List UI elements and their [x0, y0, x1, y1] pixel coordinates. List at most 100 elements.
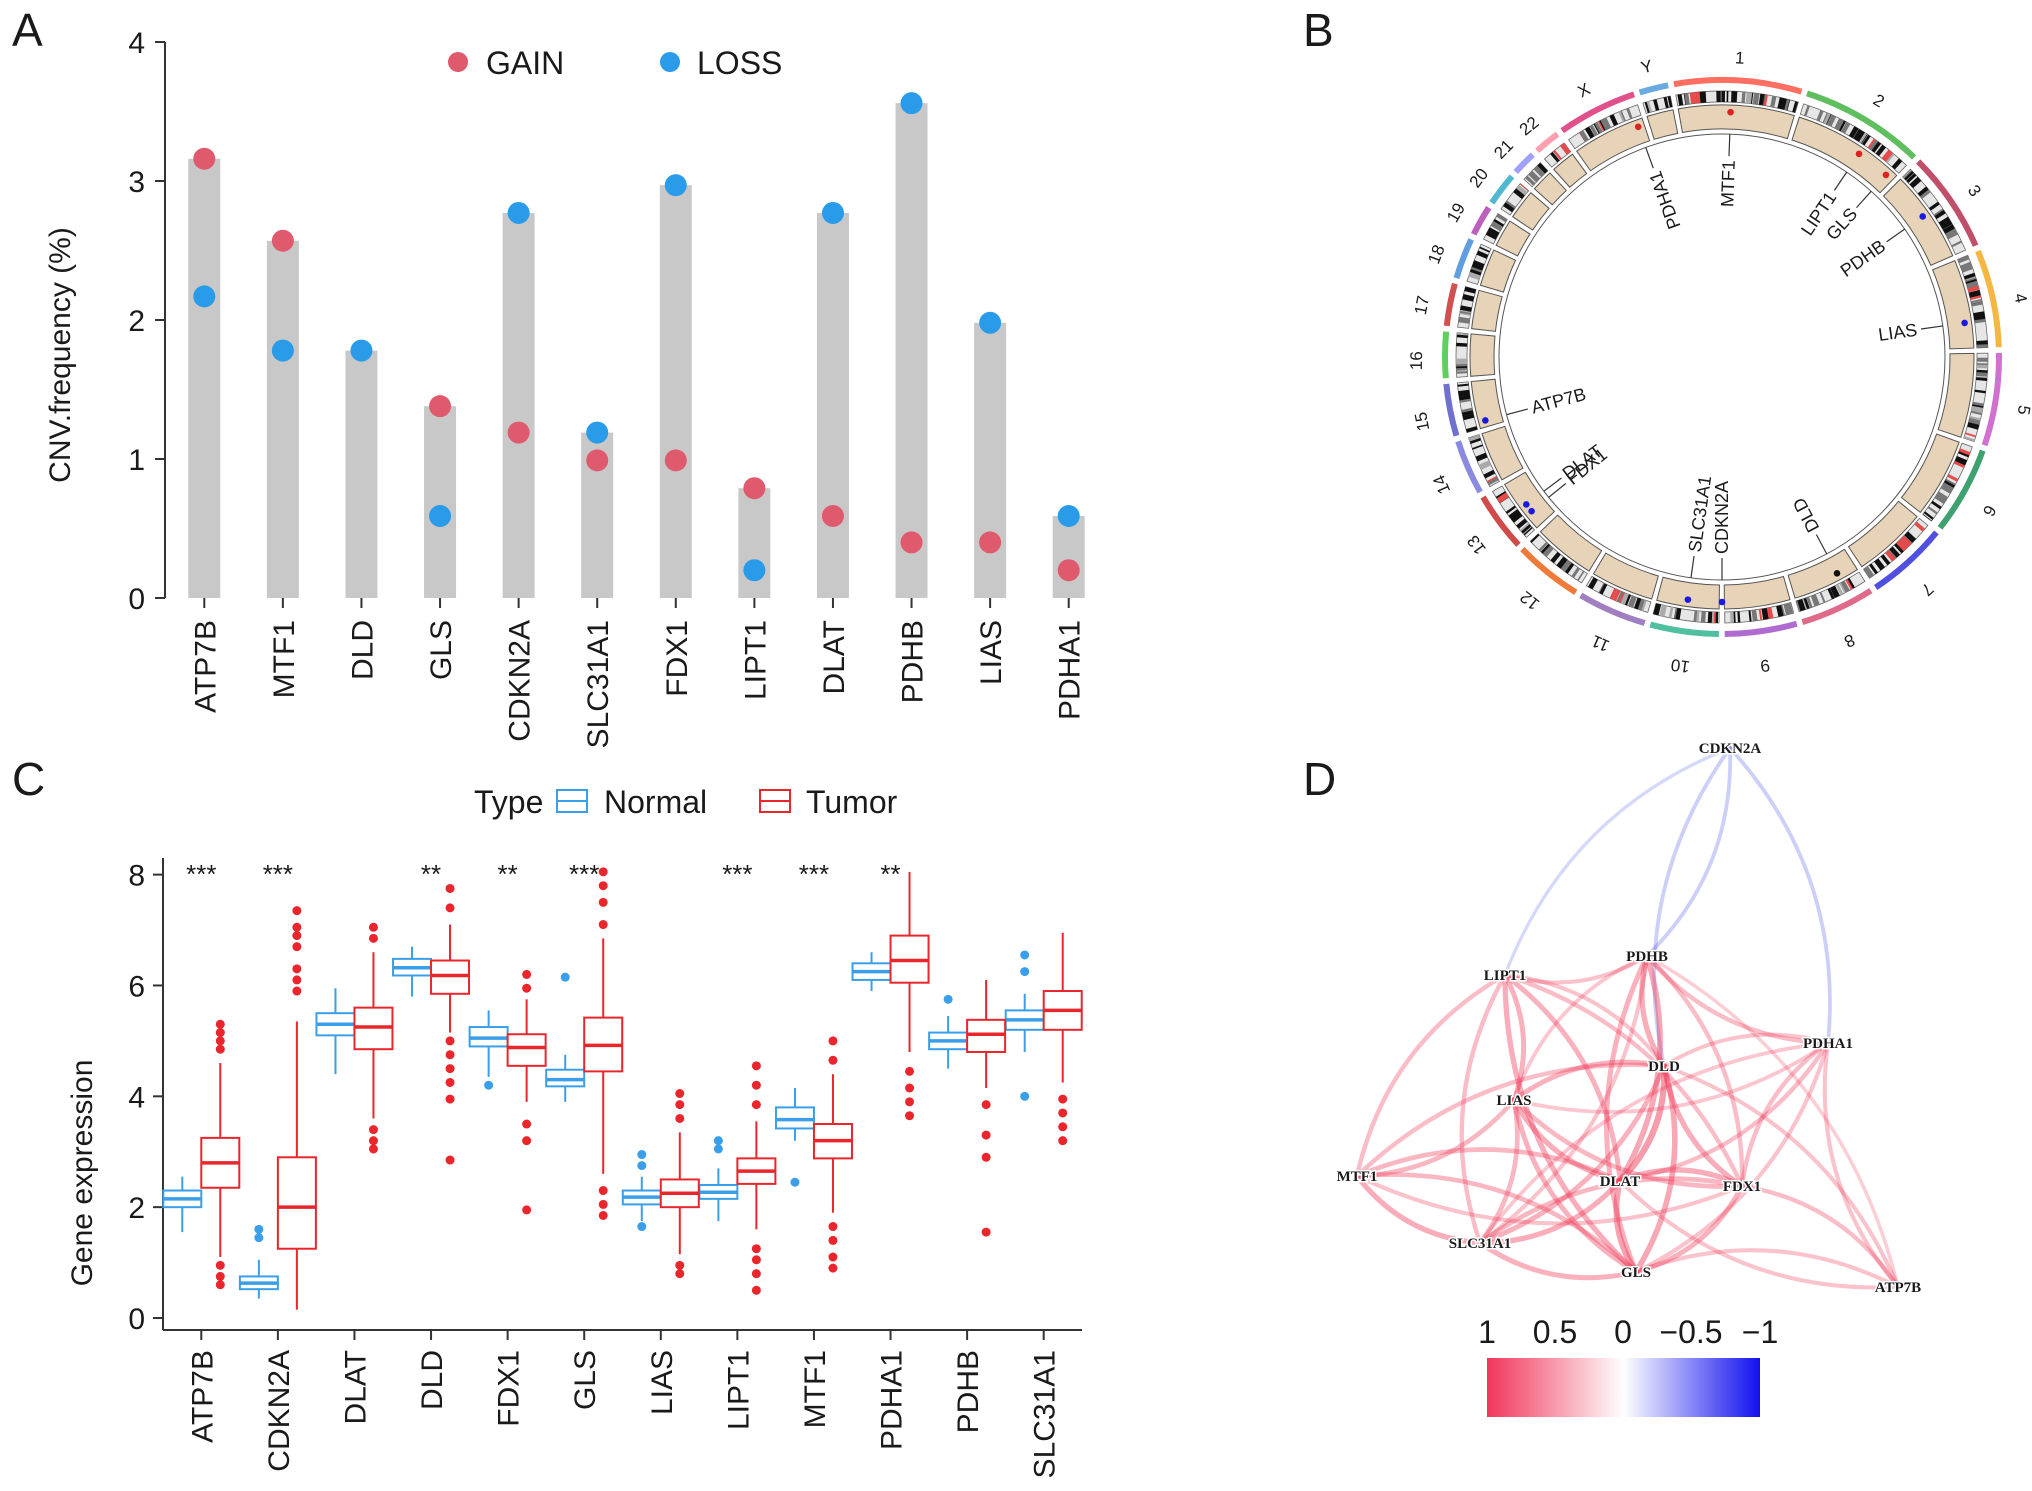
cytoband-stripe	[1456, 367, 1468, 371]
chromosome-color-band	[1937, 449, 1986, 530]
panel-a-range-bar	[895, 103, 928, 598]
cytoband-stripe	[1938, 216, 1951, 227]
network-edge	[1354, 1172, 1639, 1275]
panel-c-y-tick-label: 8	[128, 860, 145, 893]
network-edge	[1503, 746, 1732, 977]
box-outlier-point	[368, 933, 378, 943]
panel-a-point-gain	[743, 477, 766, 500]
panel-c-y-tick-label: 4	[128, 1081, 145, 1114]
cytoband-stripe	[1951, 240, 1963, 248]
circos-gene-leader-line	[1728, 134, 1731, 157]
chromosome-color-band	[1801, 588, 1873, 625]
chromosome-color-band	[1480, 495, 1521, 547]
cytoband-stripe	[1776, 605, 1784, 617]
cytoband-stripe	[1967, 423, 1979, 430]
cytoband-stripe	[1957, 255, 1970, 264]
panel-a-range-bar	[1052, 515, 1085, 598]
cytoband-stripe	[1525, 175, 1536, 186]
cytoband-stripe	[1594, 121, 1603, 134]
network-edge	[1511, 1097, 1745, 1189]
box-outlier-point	[445, 903, 455, 913]
network-edge	[1645, 746, 1733, 958]
cytoband-stripe	[1810, 594, 1820, 607]
network-edge	[1477, 953, 1650, 1246]
cytoband-stripe	[1797, 599, 1806, 612]
box-outlier-point	[598, 867, 608, 877]
cytoband-stripe	[1966, 281, 1979, 289]
box-outlier-point	[828, 1252, 838, 1262]
cytoband-stripe	[1741, 91, 1746, 104]
network-edge	[1739, 1183, 1901, 1290]
network-edge	[1645, 954, 1900, 1289]
correlation-colorbar	[1487, 1358, 1760, 1417]
box-outlier-point	[751, 1255, 761, 1265]
cytoband-stripe	[1968, 417, 1981, 426]
circos-gene-marker	[1718, 598, 1726, 606]
cytoband-stripe	[1579, 130, 1589, 142]
circos-gene-leader-line	[1920, 325, 1943, 330]
cytoband-stripe	[1904, 170, 1914, 181]
panel-c-x-tick-label: PDHB	[952, 1350, 985, 1433]
box-outlier-point	[1058, 1108, 1068, 1118]
cytoband-stripe	[1972, 401, 1984, 407]
cnv-frequency-chart: CNV.frequency (%) 0 1 2 3 4 ATP7B MTF1 DLD GLS C…	[44, 27, 1087, 748]
box-outlier-point	[598, 897, 608, 907]
cytoband-stripe	[1889, 546, 1901, 558]
chromosome-color-band	[1579, 592, 1646, 626]
box-outlier-point	[1058, 1136, 1068, 1146]
cytoband-stripe	[1624, 594, 1631, 606]
panel-a-point-loss	[350, 339, 373, 362]
box-iqr-tumor	[276, 1156, 317, 1250]
panel-a-point-gain	[193, 147, 216, 170]
network-edge	[1477, 1178, 1623, 1246]
cytoband-stripe	[1715, 611, 1719, 623]
panel-a-point-gain	[271, 229, 294, 252]
chromosome-color-band	[1513, 152, 1535, 175]
cytoband-stripe	[1635, 598, 1641, 610]
cytoband-stripe	[1803, 597, 1810, 610]
box-outlier-point	[675, 1269, 685, 1279]
network-edge	[1502, 972, 1527, 1103]
cytoband-stripe	[1770, 95, 1777, 108]
box-outlier-point	[292, 975, 302, 985]
box-outlier-point	[368, 1136, 378, 1146]
cytoband-stripe	[1627, 595, 1637, 608]
gene-expression-boxplot: Gene expression Type Normal Tumor 0 2 4 6 8 **…	[66, 784, 1083, 1478]
network-edge	[1644, 953, 1831, 1046]
cytoband-stripe	[1462, 296, 1474, 302]
panel-letter-d: D	[1303, 753, 1336, 805]
circos-gene-marker	[1523, 501, 1530, 508]
panel-a-x-tick-label: FDX1	[661, 620, 694, 697]
panel-a-point-loss	[743, 559, 766, 582]
cytoband-stripe	[1656, 604, 1662, 616]
cytoband-stripe	[1976, 371, 1988, 377]
chromosome-ideogram-segment	[1646, 109, 1679, 140]
chromosome-color-band	[1453, 238, 1474, 279]
network-edge	[1512, 1041, 1830, 1114]
cytoband-stripe	[1472, 444, 1484, 450]
panel-c-significance-label: ***	[722, 859, 752, 889]
box-outlier-point	[981, 1100, 991, 1110]
cytoband-stripe	[1867, 138, 1876, 149]
box-outlier-point	[828, 1263, 838, 1273]
cytoband-stripe	[1469, 269, 1482, 276]
cytoband-stripe	[1716, 91, 1721, 103]
panel-a-y-tick-label: 2	[128, 305, 145, 338]
cytoband-stripe	[1505, 505, 1517, 514]
box-outlier-point	[292, 986, 302, 996]
circos-gene-label: LIAS	[1877, 320, 1918, 345]
box-outlier-point	[215, 1260, 225, 1270]
box-outlier-point	[981, 1227, 991, 1237]
chromosome-ideogram-segment	[1656, 576, 1720, 610]
cytoband-stripe	[1934, 493, 1947, 505]
cytoband-stripe	[1538, 541, 1548, 552]
chromosome-ideogram-segment	[1471, 289, 1503, 332]
chromosome-ideogram-segment	[1847, 500, 1918, 568]
chromosome-ideogram-segment	[1787, 548, 1859, 599]
panel-a-point-gain	[821, 504, 844, 527]
cytoband-stripe	[1839, 580, 1850, 593]
chromosome-label: 8	[1841, 630, 1858, 651]
box-outlier-point	[751, 1244, 761, 1254]
panel-a-x-tick-label: LIPT1	[739, 620, 772, 700]
chromosome-label: 10	[1670, 655, 1691, 676]
